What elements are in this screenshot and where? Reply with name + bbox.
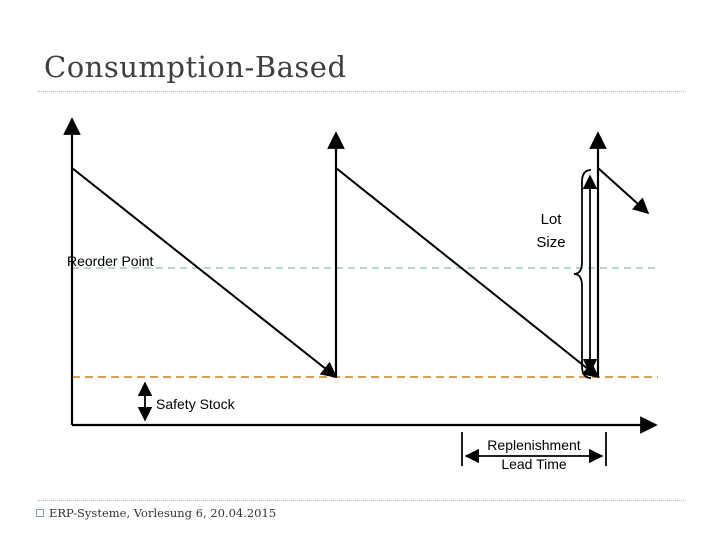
title-divider bbox=[38, 91, 686, 92]
lead-time-label-line2: Lead Time bbox=[501, 456, 567, 472]
reorder-point-label: Reorder Point bbox=[67, 253, 153, 269]
lot-size-brace bbox=[573, 169, 592, 379]
footer-divider bbox=[38, 500, 686, 501]
footer-text: ERP-Systeme, Vorlesung 6, 20.04.2015 bbox=[49, 506, 277, 520]
slide-title: Consumption-Based bbox=[44, 50, 347, 84]
lead-time-label-line1: Replenishment bbox=[487, 437, 580, 453]
consumption-line-1 bbox=[71, 167, 338, 378]
footer-bullet-icon bbox=[36, 509, 44, 517]
slide-footer: ERP-Systeme, Vorlesung 6, 20.04.2015 bbox=[36, 506, 276, 520]
lot-size-label-line1: Lot bbox=[541, 211, 563, 228]
consumption-line-3 bbox=[597, 167, 650, 215]
safety-stock-label: Safety Stock bbox=[156, 396, 236, 412]
consumption-line-2 bbox=[335, 167, 600, 378]
lot-size-label-line2: Size bbox=[536, 234, 565, 251]
